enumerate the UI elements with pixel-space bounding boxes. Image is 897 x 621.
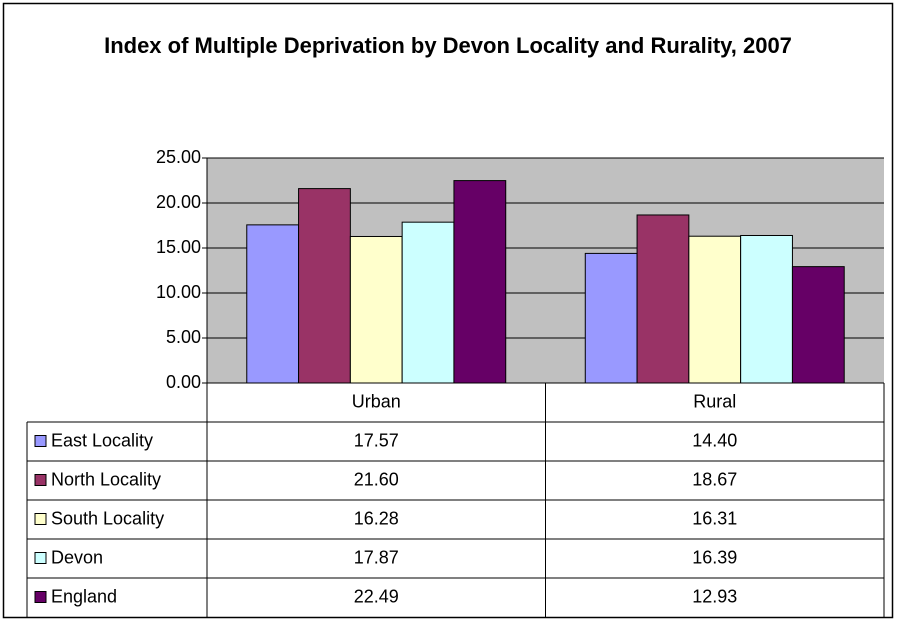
y-tick-label: 20.00 <box>156 192 201 212</box>
legend-key <box>34 591 47 603</box>
y-tick-label: 0.00 <box>166 372 201 392</box>
legend-label: England <box>51 586 117 606</box>
bar <box>688 235 742 384</box>
bar <box>349 235 403 384</box>
bar <box>246 224 300 384</box>
legend-key <box>34 552 47 564</box>
legend-key <box>34 474 47 486</box>
bar <box>453 180 507 384</box>
legend-label: North Locality <box>51 469 161 489</box>
table-value: 12.93 <box>692 586 737 606</box>
x-tick-label: Rural <box>693 391 736 411</box>
chart-title: Index of Multiple Deprivation by Devon L… <box>104 33 792 58</box>
legend-label: Devon <box>51 547 103 567</box>
table-value: 21.60 <box>354 469 399 489</box>
bar <box>584 252 638 384</box>
x-tick-label: Urban <box>352 391 401 411</box>
table-value: 16.39 <box>692 547 737 567</box>
table-value: 17.57 <box>354 430 399 450</box>
bar <box>298 188 351 384</box>
bar <box>636 214 690 384</box>
table-value: 16.28 <box>354 508 399 528</box>
legend-label: South Locality <box>51 508 164 528</box>
y-tick-label: 5.00 <box>166 327 201 347</box>
table-value: 16.31 <box>692 508 737 528</box>
table-value: 14.40 <box>692 430 737 450</box>
y-tick-label: 25.00 <box>156 147 201 167</box>
legend-key <box>34 435 47 447</box>
legend-key <box>34 513 47 525</box>
table-value: 18.67 <box>692 469 737 489</box>
bar <box>791 266 845 384</box>
bar <box>740 234 793 384</box>
y-tick-label: 15.00 <box>156 237 201 257</box>
table-value: 17.87 <box>354 547 399 567</box>
y-tick-label: 10.00 <box>156 282 201 302</box>
bar <box>401 221 455 384</box>
legend-label: East Locality <box>51 430 153 450</box>
table-value: 22.49 <box>354 586 399 606</box>
